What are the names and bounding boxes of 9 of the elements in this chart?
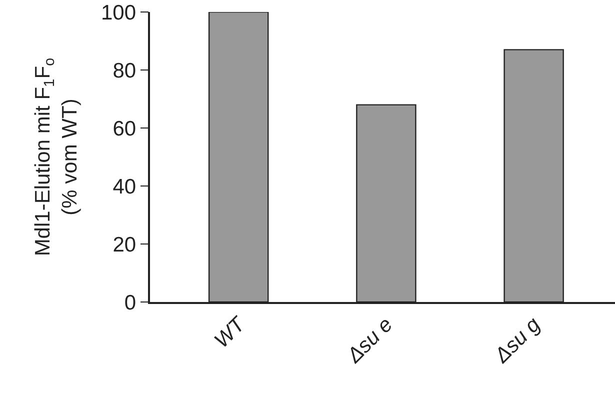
y-tick-label: 0 [124, 291, 136, 314]
x-tick-label: Δsu g [490, 312, 545, 368]
y-tick-label: 20 [112, 233, 136, 256]
y-tick-label: 100 [101, 1, 136, 24]
y-tick-label: 40 [112, 175, 136, 198]
y-tick-label: 60 [112, 117, 136, 140]
y-tick-label: 80 [112, 59, 136, 82]
x-tick-label: Δsu e [342, 313, 398, 368]
x-tick-label: WT [210, 312, 252, 352]
